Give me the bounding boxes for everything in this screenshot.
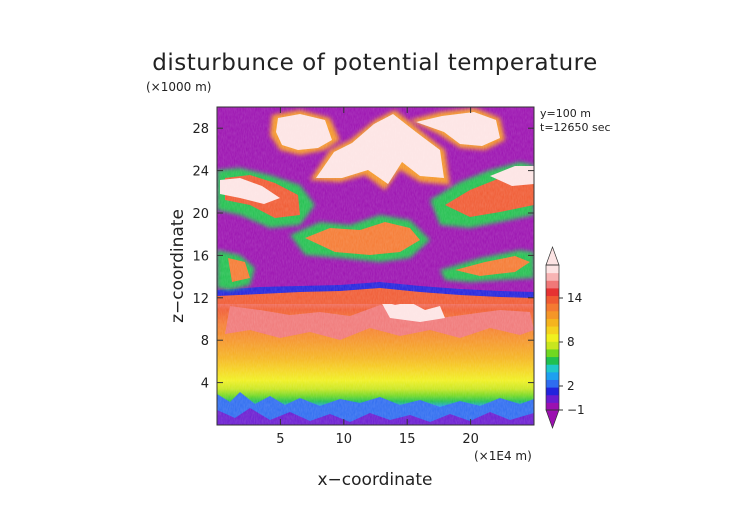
colorbar-band	[546, 348, 559, 358]
colorbar-band	[546, 341, 559, 350]
colorbar-band	[546, 379, 559, 388]
plot-frame	[216, 106, 535, 426]
colorbar: 14 8 2 −1	[545, 245, 585, 430]
x-tick-label: 20	[462, 432, 479, 447]
y-axis: 4 8 12 16 20 24 28	[192, 122, 534, 392]
x-unit-label: (×1E4 m)	[474, 449, 532, 463]
annotation-t: t=12650 sec	[540, 121, 611, 134]
colorbar-band	[546, 310, 559, 319]
y-tick-label: 8	[201, 334, 209, 349]
y-tick-label: 28	[192, 122, 209, 137]
colorbar-band	[546, 394, 559, 403]
colorbar-bottom-arrow	[545, 409, 560, 430]
colorbar-band	[546, 265, 559, 274]
colorbar-frame	[545, 264, 560, 411]
colorbar-band	[546, 371, 559, 380]
colorbar-band	[546, 280, 559, 289]
y-tick-label: 20	[192, 207, 209, 222]
y-tick-label: 24	[192, 165, 209, 180]
colorbar-band	[546, 272, 559, 281]
chart-title: disturbunce of potential temperature	[152, 50, 598, 76]
colorbar-label: 2	[567, 379, 575, 393]
y-tick-label: 16	[192, 249, 209, 264]
y-axis-title: z−coordinate	[168, 209, 188, 323]
colorbar-label: 8	[567, 335, 575, 349]
colorbar-band	[546, 364, 559, 373]
colorbar-top-arrow	[545, 245, 560, 266]
colorbar-band	[546, 387, 559, 396]
colorbar-band	[546, 295, 559, 304]
y-tick-label: 12	[192, 292, 209, 307]
x-tick-label: 10	[336, 432, 353, 447]
x-tick-label: 15	[399, 432, 416, 447]
colorbar-band	[546, 303, 559, 312]
colorbar-band	[546, 326, 559, 335]
heatmap-field	[217, 107, 534, 425]
y-tick-label: 4	[201, 377, 209, 392]
z-unit-label: (×1000 m)	[146, 80, 211, 94]
annotation-y: y=100 m	[540, 107, 591, 120]
colorbar-label: 14	[567, 291, 582, 305]
x-axis-title: x−coordinate	[318, 470, 433, 490]
colorbar-band	[546, 318, 559, 327]
colorbar-band	[546, 402, 559, 411]
colorbar-label: −1	[567, 403, 585, 417]
x-axis: 5 10 15 20	[276, 107, 479, 447]
colorbar-band	[546, 333, 559, 342]
x-tick-label: 5	[276, 432, 284, 447]
colorbar-band	[546, 287, 559, 297]
colorbar-band	[546, 356, 559, 365]
